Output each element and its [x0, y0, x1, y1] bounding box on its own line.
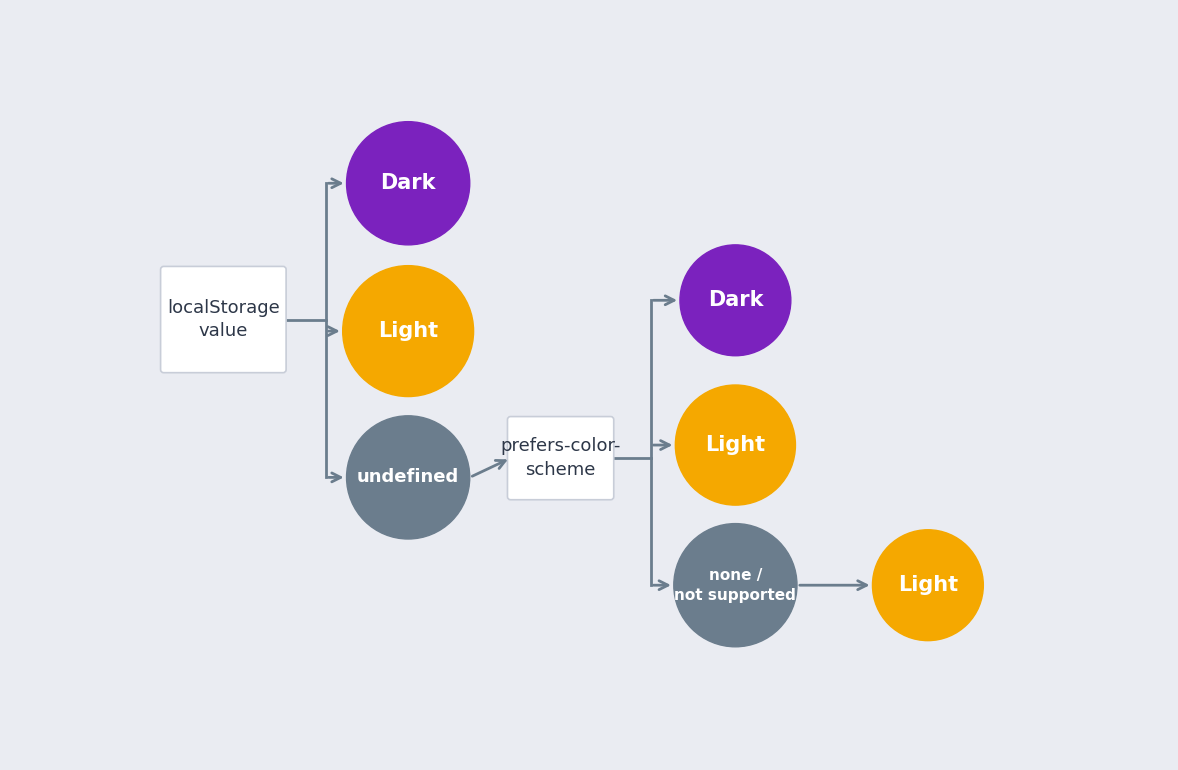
Text: Dark: Dark [708, 290, 763, 310]
Circle shape [346, 122, 470, 245]
FancyBboxPatch shape [160, 266, 286, 373]
Text: Dark: Dark [380, 173, 436, 193]
Circle shape [674, 524, 798, 647]
Circle shape [346, 416, 470, 539]
Text: prefers-color-
scheme: prefers-color- scheme [501, 437, 621, 479]
FancyBboxPatch shape [508, 417, 614, 500]
Text: localStorage
value: localStorage value [167, 299, 279, 340]
Text: none /
not supported: none / not supported [675, 567, 796, 603]
Text: Light: Light [378, 321, 438, 341]
Text: undefined: undefined [357, 468, 459, 487]
Text: Light: Light [706, 435, 766, 455]
Circle shape [873, 530, 984, 641]
Text: Light: Light [898, 575, 958, 595]
Circle shape [675, 385, 795, 505]
Circle shape [343, 266, 474, 397]
Circle shape [680, 245, 790, 356]
